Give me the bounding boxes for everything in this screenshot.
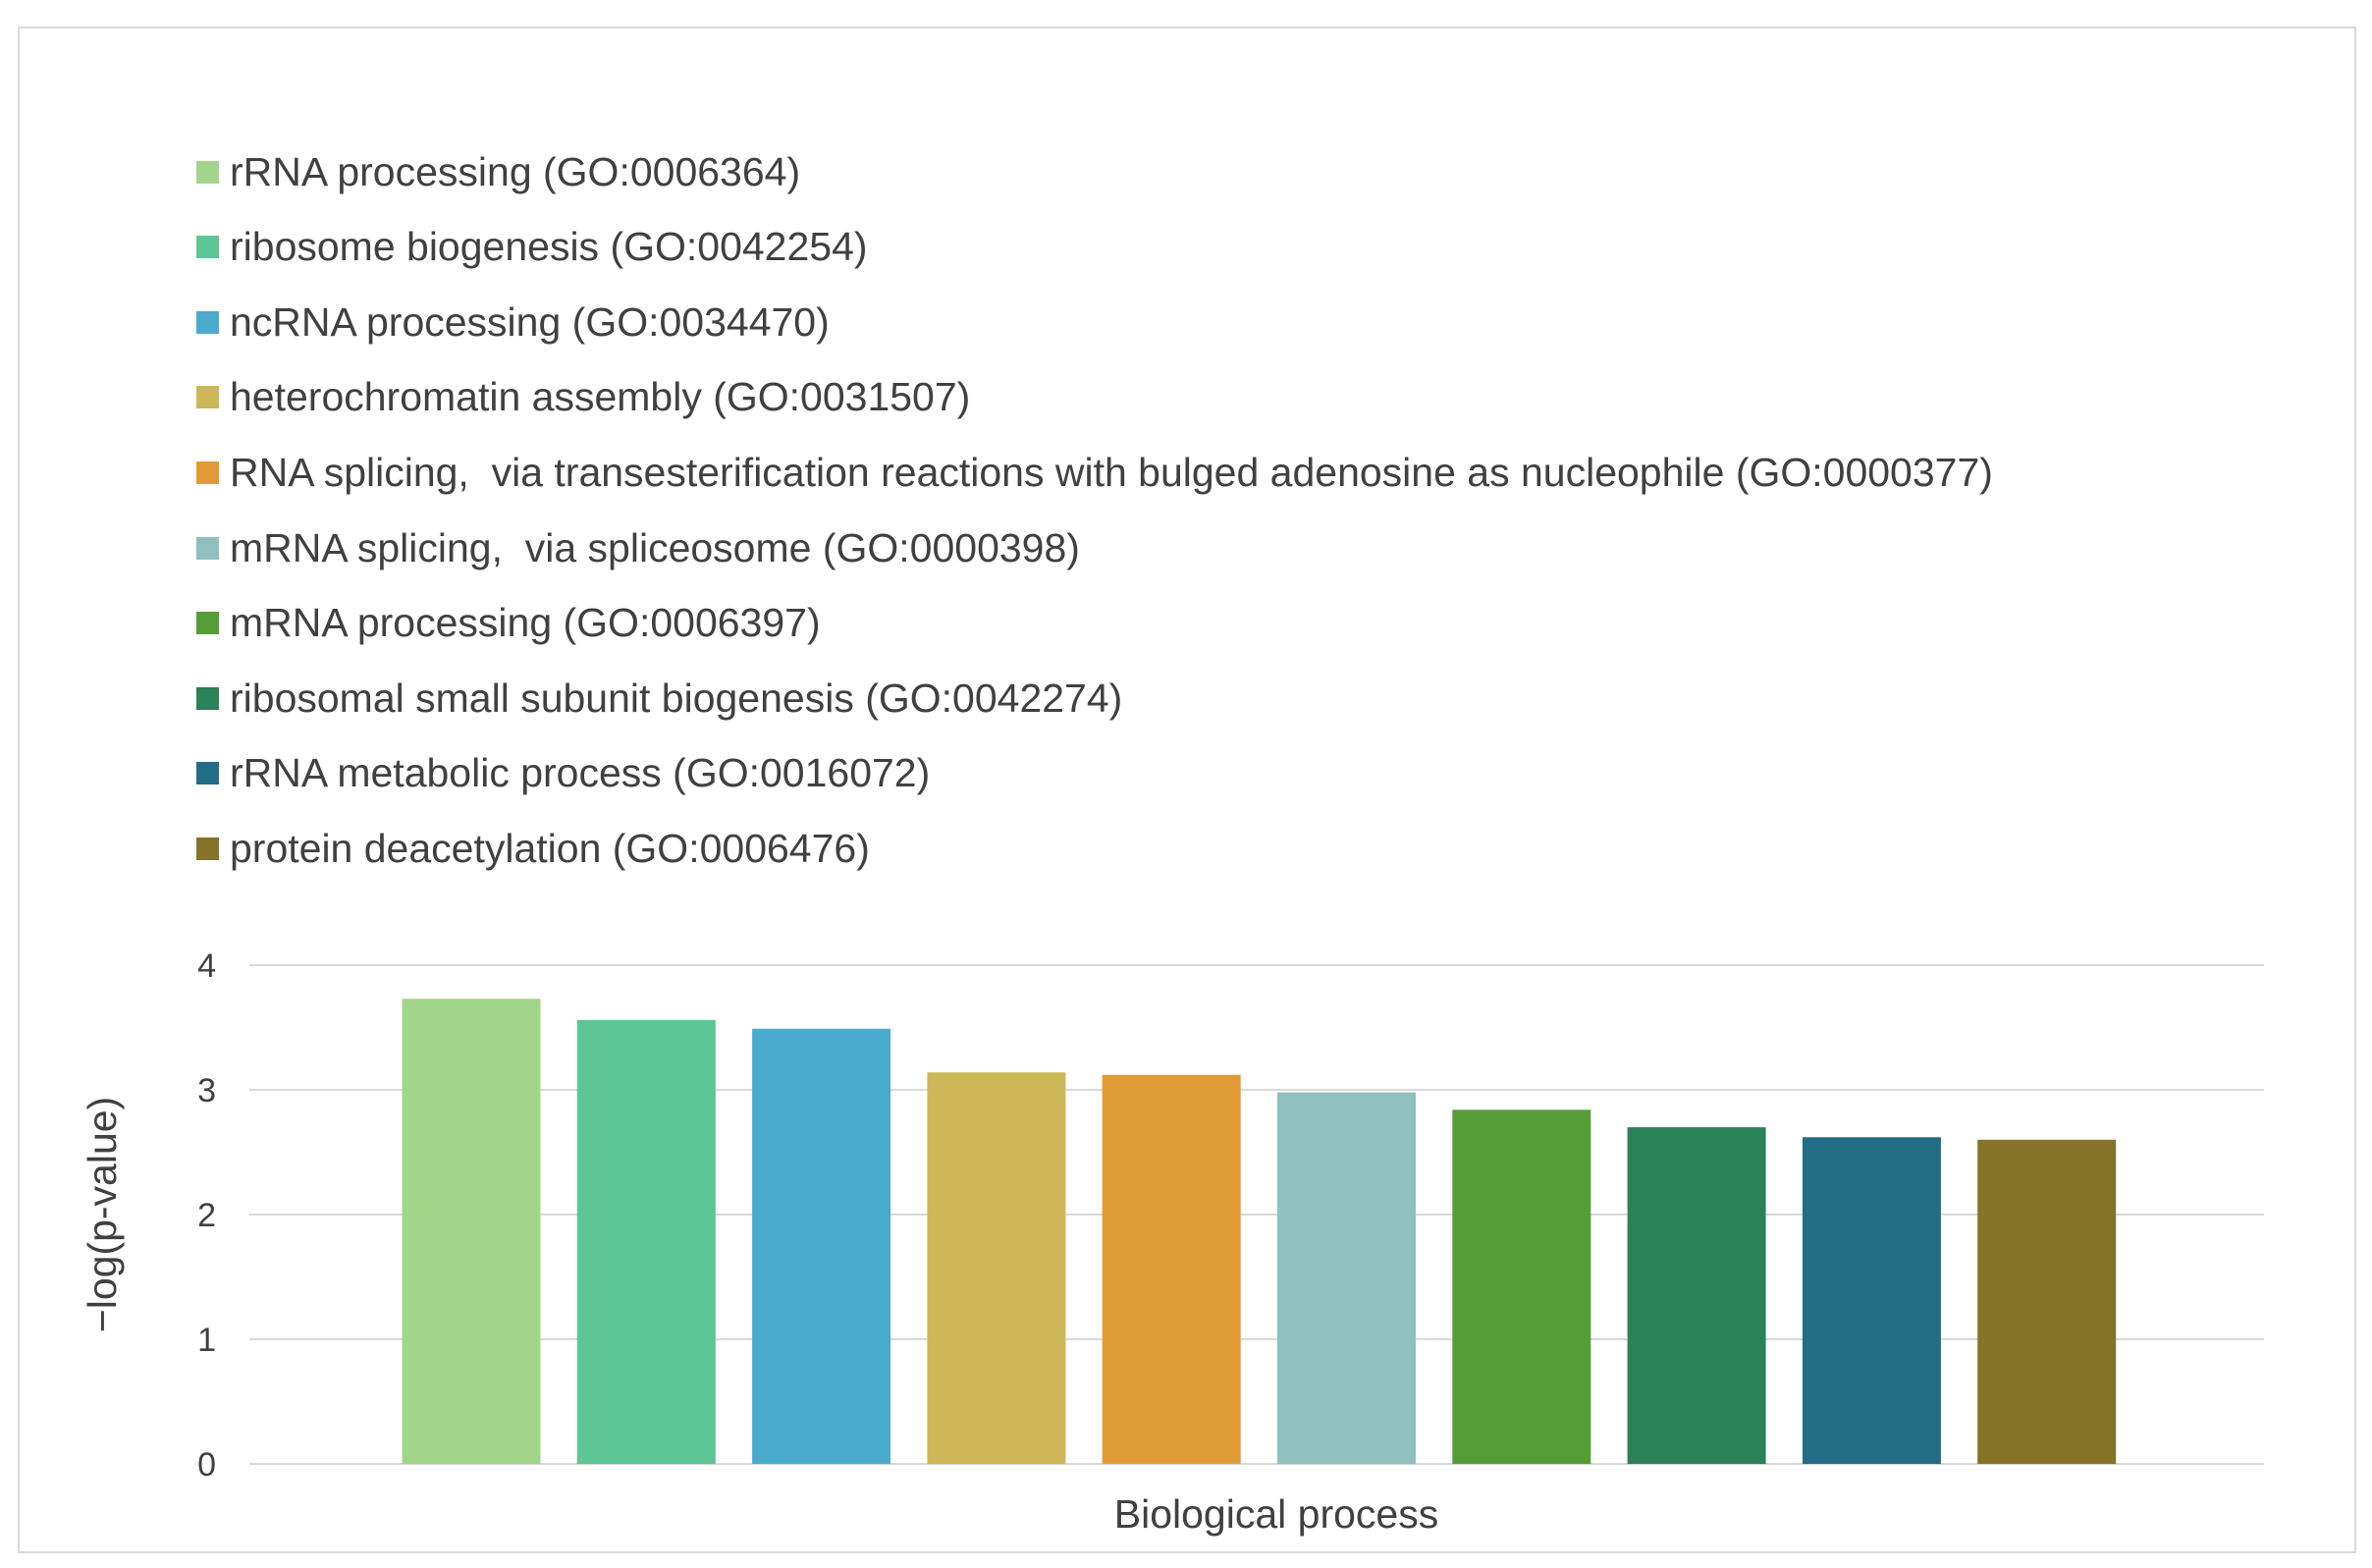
legend-item: ribosome biogenesis (GO:0042254) [196, 220, 868, 275]
bar [1802, 1137, 1941, 1464]
legend-item: ncRNA processing (GO:0034470) [196, 295, 830, 350]
bar [1452, 1109, 1591, 1464]
legend-item: mRNA splicing, via spliceosome (GO:00003… [196, 520, 1080, 575]
legend-swatch [196, 310, 219, 334]
legend-swatch [196, 536, 219, 560]
legend-label: rRNA processing (GO:0006364) [230, 148, 801, 194]
bar [576, 1019, 716, 1464]
legend-label: ribosomal small subunit biogenesis (GO:0… [230, 675, 1123, 721]
legend-label: ribosome biogenesis (GO:0042254) [230, 224, 868, 270]
legend-item: RNA splicing, via transesterification re… [196, 445, 1993, 500]
legend-label: ncRNA processing (GO:0034470) [230, 298, 830, 345]
y-tick-label: 4 [197, 947, 216, 985]
bar [402, 999, 541, 1464]
legend-label: protein deacetylation (GO:0006476) [230, 825, 870, 871]
y-tick-label: 0 [197, 1446, 216, 1484]
legend-swatch [196, 837, 219, 860]
y-axis-title: −log(p-value) [80, 1097, 125, 1332]
legend-label: mRNA splicing, via spliceosome (GO:00003… [230, 524, 1080, 570]
legend-swatch [196, 762, 219, 785]
legend-item: rRNA metabolic process (GO:0016072) [196, 746, 930, 801]
legend-item: rRNA processing (GO:0006364) [196, 144, 800, 199]
plot-area: 0 1 2 3 4 Biological process −log(p-value) [80, 947, 2264, 1537]
legend-item: protein deacetylation (GO:0006476) [196, 821, 870, 876]
bar [927, 1072, 1066, 1464]
legend-swatch [196, 612, 219, 635]
legend-label: rRNA metabolic process (GO:0016072) [230, 750, 931, 796]
legend-label: RNA splicing, via transesterification re… [230, 449, 1993, 495]
bar [1277, 1092, 1416, 1464]
bar [1102, 1074, 1241, 1464]
legend-item: mRNA processing (GO:0006397) [196, 596, 821, 651]
legend-swatch [196, 386, 219, 409]
legend-item: ribosomal small subunit biogenesis (GO:0… [196, 671, 1122, 726]
y-tick-label: 1 [197, 1322, 216, 1359]
x-axis-title: Biological process [1114, 1491, 1438, 1537]
y-tick-label: 2 [197, 1197, 216, 1234]
y-tick-label: 3 [197, 1072, 216, 1109]
bar [1977, 1139, 2117, 1464]
bar [1627, 1127, 1766, 1464]
legend-swatch [196, 460, 219, 484]
chart-frame: rRNA processing (GO:0006364) ribosome bio… [18, 27, 2356, 1553]
legend-label: heterochromatin assembly (GO:0031507) [230, 374, 971, 420]
legend-label: mRNA processing (GO:0006397) [230, 600, 821, 646]
legend-swatch [196, 236, 219, 259]
legend-item: heterochromatin assembly (GO:0031507) [196, 370, 970, 425]
bar [752, 1028, 891, 1464]
legend-swatch [196, 686, 219, 710]
legend-swatch [196, 160, 219, 184]
